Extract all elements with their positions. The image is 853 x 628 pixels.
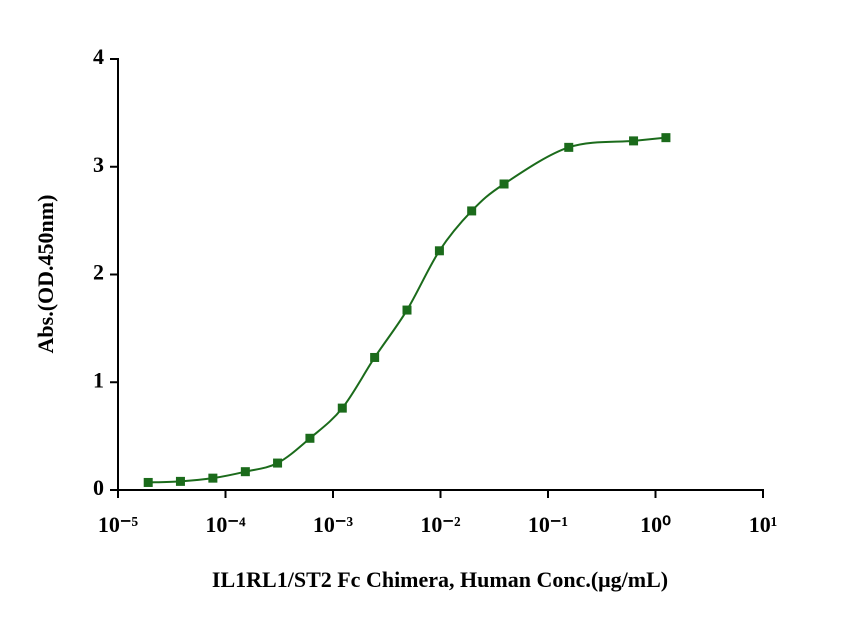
y-tick-label: 1 — [93, 367, 104, 392]
data-point — [305, 433, 315, 443]
x-tick-label: 10⁰ — [640, 512, 671, 537]
x-axis-label: IL1RL1/ST2 Fc Chimera, Human Conc.(μg/mL… — [212, 567, 668, 592]
data-point — [434, 246, 444, 256]
data-point — [629, 136, 639, 146]
y-tick-label: 2 — [93, 260, 104, 285]
data-point — [499, 179, 509, 189]
x-tick-label: 10⁻² — [420, 512, 461, 537]
data-point — [467, 206, 477, 216]
x-tick-label: 10⁻⁵ — [98, 512, 139, 537]
data-point — [175, 476, 185, 486]
y-tick-label: 3 — [93, 152, 104, 177]
x-tick-label: 10⁻⁴ — [205, 512, 246, 537]
y-axis-label: Abs.(OD.450nm) — [33, 195, 58, 354]
data-point — [370, 352, 380, 362]
x-tick-label: 10⁻³ — [313, 512, 354, 537]
data-point — [402, 305, 412, 315]
y-tick-label: 4 — [93, 44, 104, 69]
data-point — [564, 142, 574, 152]
data-point — [337, 403, 347, 413]
data-point — [240, 467, 250, 477]
x-tick-label: 10⁻¹ — [528, 512, 568, 537]
data-point — [143, 477, 153, 487]
data-point — [661, 133, 671, 143]
y-tick-label: 0 — [93, 475, 104, 500]
data-point — [273, 458, 283, 468]
x-tick-label: 10¹ — [749, 512, 778, 537]
data-point — [208, 473, 218, 483]
